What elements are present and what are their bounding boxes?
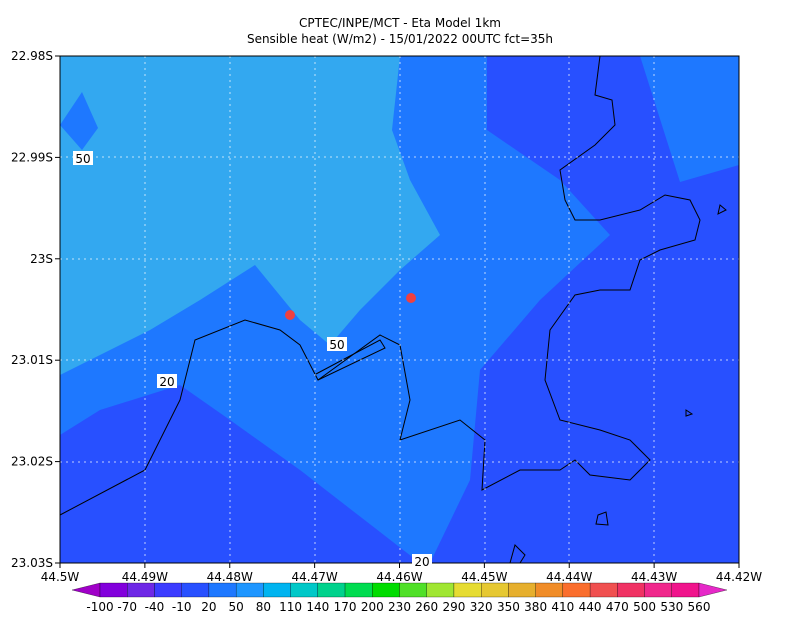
- colorbar-label: 260: [415, 600, 438, 614]
- contour-label: 50: [329, 338, 344, 352]
- colorbar-label: 470: [606, 600, 629, 614]
- contour-label-box: [157, 374, 177, 388]
- colorbar-label: 320: [470, 600, 493, 614]
- colorbar-label: 110: [279, 600, 302, 614]
- colorbar-label: -70: [117, 600, 137, 614]
- contour-labels: 50 50 20 20: [73, 151, 432, 569]
- colorbar-swatch: [154, 582, 182, 598]
- colorbar-label: -100: [86, 600, 113, 614]
- x-tick-label: 44.47W: [292, 570, 338, 584]
- station: [406, 293, 416, 303]
- contour-label: 50: [75, 152, 90, 166]
- x-tick-label: 44.49W: [122, 570, 168, 584]
- colorbar-swatch: [399, 582, 427, 598]
- colorbar-swatch: [535, 582, 564, 598]
- y-tick-label: 23.02S: [11, 455, 53, 469]
- colorbar-label: 440: [579, 600, 602, 614]
- y-tick-label: 22.99S: [11, 150, 53, 164]
- colorbar-swatch: [99, 582, 128, 598]
- x-tick-label: 44.48W: [207, 570, 253, 584]
- y-tick-label: 22.98S: [11, 49, 53, 63]
- colorbar-label: 50: [228, 600, 243, 614]
- colorbar-label: 560: [688, 600, 711, 614]
- title: CPTEC/INPE/MCT - Eta Model 1km: [299, 16, 501, 30]
- colorbar-swatch: [263, 582, 291, 598]
- colorbar-arrow: [71, 582, 101, 598]
- field-50-80: [60, 56, 440, 375]
- colorbar-swatch: [208, 582, 237, 598]
- y-tick-label: 23.01S: [11, 353, 53, 367]
- y-tick-label: 23.03S: [11, 556, 53, 570]
- colorbar-label: -10: [172, 600, 192, 614]
- colorbar-swatch: [127, 582, 155, 598]
- colorbar-label: 530: [660, 600, 683, 614]
- colorbar-swatch: [644, 582, 672, 598]
- colorbar-label: 290: [443, 600, 466, 614]
- field-below-20: [60, 385, 420, 563]
- colorbar-label: 410: [551, 600, 574, 614]
- colorbar-label: 140: [306, 600, 329, 614]
- colorbar-label: 200: [361, 600, 384, 614]
- axes: 44.5W 44.49W 44.48W 44.47W 44.46W 44.45W 44.44…: [11, 49, 762, 584]
- colorbar-swatch: [481, 582, 509, 598]
- x-tick-label: 44.42W: [716, 570, 762, 584]
- colorbar-swatch: [508, 582, 536, 598]
- x-tick-label: 44.45W: [461, 570, 507, 584]
- colorbar-label: 80: [256, 600, 271, 614]
- island: [509, 204, 727, 564]
- colorbar-label: 170: [334, 600, 357, 614]
- colorbar-swatch: [235, 582, 264, 598]
- field-below-20: [430, 56, 739, 563]
- colorbar-label: 230: [388, 600, 411, 614]
- colorbar-label: -40: [145, 600, 165, 614]
- colorbar-swatch: [453, 582, 482, 598]
- colorbar-label: 20: [201, 600, 216, 614]
- contour-label: 20: [414, 555, 429, 569]
- subtitle: Sensible heat (W/m2) - 15/01/2022 00UTC …: [247, 32, 553, 46]
- colorbar-swatch: [317, 582, 346, 598]
- colorbar-swatch: [617, 582, 645, 598]
- colorbar: -100 -70 -40 -10 20 50 80 110 140 170 200 230 260 290…: [71, 582, 728, 614]
- x-tick-label: 44.43W: [631, 570, 677, 584]
- colorbar-label: 500: [633, 600, 656, 614]
- x-tick-label: 44.46W: [376, 570, 422, 584]
- x-tick-label: 44.5W: [41, 570, 80, 584]
- colorbar-label: 350: [497, 600, 520, 614]
- contour-label-box: [73, 151, 93, 165]
- colorbar-swatch: [671, 582, 700, 598]
- contour-label: 20: [159, 375, 174, 389]
- colorbar-swatch: [290, 582, 318, 598]
- grid: [60, 56, 739, 563]
- station: [285, 310, 295, 320]
- coastline: [59, 55, 701, 516]
- colorbar-swatch: [344, 582, 373, 598]
- field-20-50: [60, 92, 98, 150]
- colorbar-swatch: [589, 582, 618, 598]
- contour-label-box: [412, 554, 432, 568]
- colorbar-swatch: [181, 582, 210, 598]
- plot: [59, 55, 740, 564]
- colorbar-swatch: [562, 582, 591, 598]
- colorbar-swatch: [372, 582, 400, 598]
- x-tick-label: 44.44W: [546, 570, 592, 584]
- colorbar-label: 380: [524, 600, 547, 614]
- colorbar-swatch: [426, 582, 455, 598]
- contour-label-box: [327, 337, 347, 351]
- colorbar-arrow: [698, 582, 728, 598]
- coastline: [315, 339, 386, 381]
- y-tick-label: 23S: [30, 252, 53, 266]
